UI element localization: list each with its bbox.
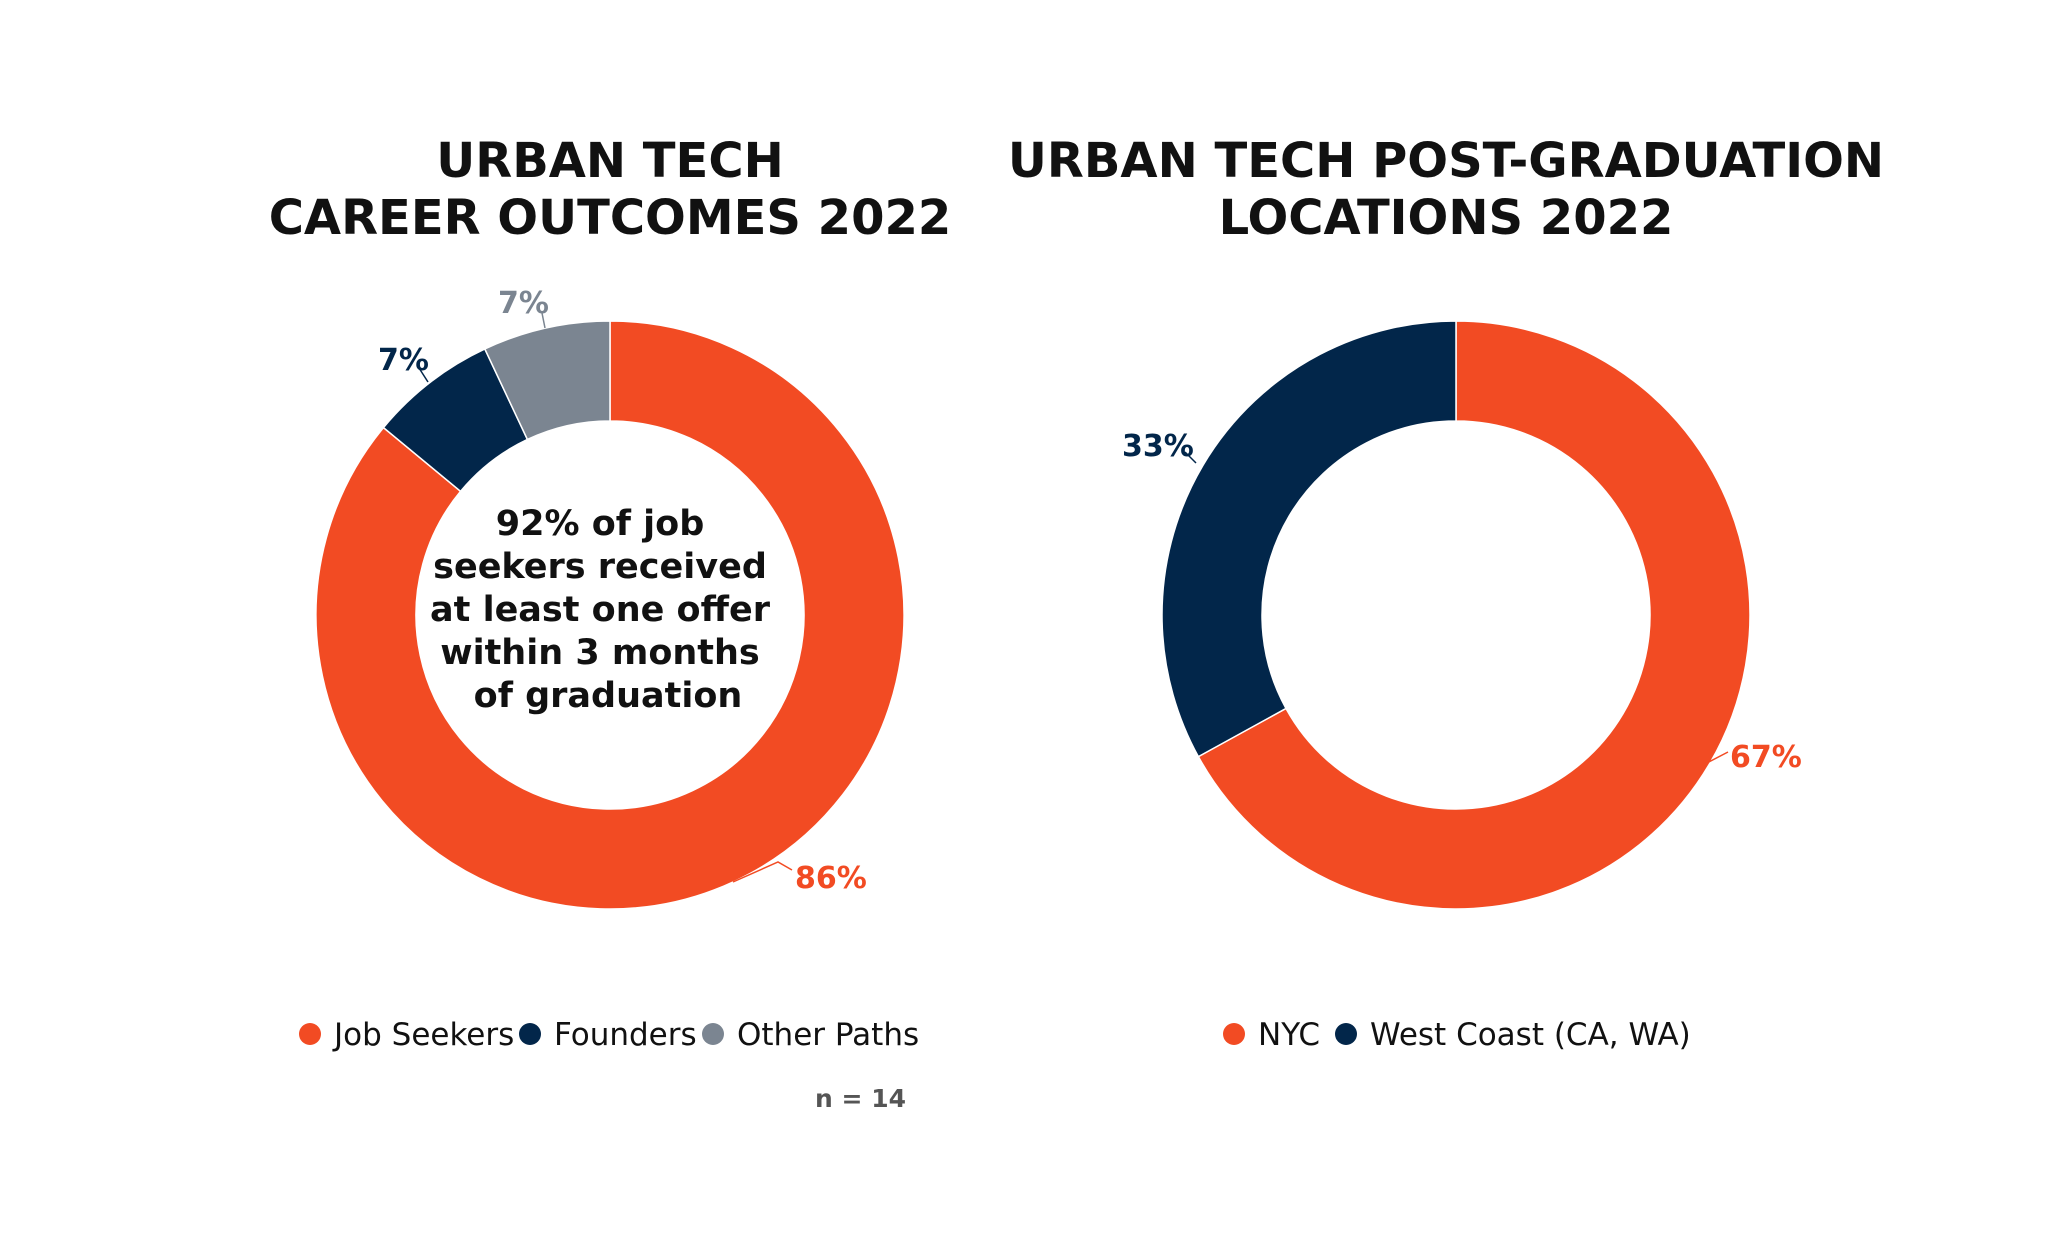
legend-item-other-paths: Other Paths (737, 1017, 919, 1053)
chart-2-legend: NYC West Coast (CA, WA) (1223, 1017, 1691, 1053)
data-label-nyc: 67% (1730, 740, 1802, 775)
leader-line-west-coast (1184, 451, 1197, 464)
chart-1-center-text: 92% of job seekers received at least one… (430, 504, 771, 716)
leader-line-nyc (1702, 751, 1729, 766)
data-label-other-paths: 7% (498, 286, 549, 321)
chart-1-title-line-2: CAREER OUTCOMES 2022 (269, 190, 952, 246)
slice-west-coast-ca-wa (1161, 320, 1457, 758)
legend-item-founders: Founders (554, 1017, 697, 1053)
slice-other-paths (483, 320, 611, 441)
post-graduation-locations-chart: URBAN TECH POST-GRADUATION LOCATIONS 202… (1008, 133, 1884, 1053)
slice-nyc (1197, 320, 1751, 910)
data-label-west-coast: 33% (1122, 429, 1194, 464)
center-text-line-2: seekers received (433, 547, 767, 587)
leader-line-other-paths (541, 312, 546, 329)
chart-2-donut (1161, 320, 1751, 910)
legend-item-job-seekers: Job Seekers (332, 1017, 514, 1053)
legend-marker-west-coast (1335, 1023, 1357, 1045)
legend-marker-founders (519, 1023, 541, 1045)
chart-1-donut (315, 320, 905, 910)
data-label-job-seekers: 86% (795, 861, 867, 896)
center-text-line-5: of graduation (474, 676, 743, 716)
legend-item-nyc: NYC (1258, 1017, 1320, 1053)
center-text-line-4: within 3 months (440, 633, 760, 673)
center-text-line-1: 92% of job (496, 504, 705, 544)
career-outcomes-chart: URBAN TECH CAREER OUTCOMES 2022 92% of j… (269, 133, 952, 1113)
legend-marker-other-paths (702, 1023, 724, 1045)
leader-line-founders (418, 367, 429, 383)
sample-size-note: n = 14 (815, 1084, 906, 1113)
leader-line-job-seekers (732, 861, 793, 883)
legend-marker-nyc (1223, 1023, 1245, 1045)
chart-2-title-line-2: LOCATIONS 2022 (1219, 190, 1674, 246)
legend-item-west-coast: West Coast (CA, WA) (1370, 1017, 1691, 1053)
center-text-line-3: at least one offer (430, 590, 771, 630)
chart-1-legend: Job Seekers Founders Other Paths (299, 1017, 919, 1053)
data-label-founders: 7% (378, 343, 429, 378)
chart-1-title-line-1: URBAN TECH (436, 133, 783, 189)
slice-job-seekers (315, 320, 905, 910)
legend-marker-job-seekers (299, 1023, 321, 1045)
chart-2-title-line-1: URBAN TECH POST-GRADUATION (1008, 133, 1884, 189)
